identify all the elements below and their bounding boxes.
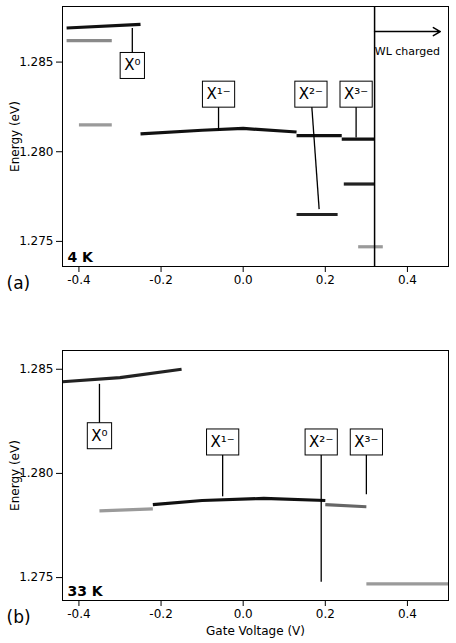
svg-text:0.2: 0.2	[316, 607, 335, 621]
svg-text:X¹⁻: X¹⁻	[206, 85, 230, 103]
svg-text:0.2: 0.2	[316, 273, 335, 287]
svg-text:Energy (eV): Energy (eV)	[8, 101, 22, 172]
svg-text:1.285: 1.285	[19, 55, 53, 69]
svg-text:(a): (a)	[7, 273, 31, 293]
svg-text:X²⁻: X²⁻	[299, 85, 323, 103]
svg-text:0.4: 0.4	[398, 273, 417, 287]
svg-text:X⁰: X⁰	[124, 56, 140, 74]
svg-text:WL charged: WL charged	[375, 45, 440, 58]
svg-text:(b): (b)	[7, 607, 31, 627]
svg-text:X³⁻: X³⁻	[354, 433, 378, 451]
svg-text:X¹⁻: X¹⁻	[211, 433, 235, 451]
svg-text:1.285: 1.285	[19, 362, 53, 376]
svg-text:4 K: 4 K	[68, 249, 95, 265]
svg-text:1.280: 1.280	[19, 466, 53, 480]
svg-text:-0.2: -0.2	[149, 607, 172, 621]
svg-text:1.275: 1.275	[19, 234, 53, 248]
svg-text:1.275: 1.275	[19, 570, 53, 584]
svg-text:-0.2: -0.2	[149, 273, 172, 287]
svg-text:0.4: 0.4	[398, 607, 417, 621]
svg-text:-0.4: -0.4	[67, 273, 90, 287]
svg-text:Energy (eV): Energy (eV)	[8, 440, 22, 511]
svg-text:0.0: 0.0	[234, 273, 253, 287]
svg-text:X³⁻: X³⁻	[344, 85, 368, 103]
svg-text:X⁰: X⁰	[91, 427, 107, 445]
svg-text:1.280: 1.280	[19, 145, 53, 159]
svg-text:-0.4: -0.4	[67, 607, 90, 621]
svg-text:0.0: 0.0	[234, 607, 253, 621]
svg-text:Gate Voltage (V): Gate Voltage (V)	[206, 624, 305, 638]
svg-text:33 K: 33 K	[68, 583, 104, 599]
svg-text:X²⁻: X²⁻	[309, 433, 333, 451]
